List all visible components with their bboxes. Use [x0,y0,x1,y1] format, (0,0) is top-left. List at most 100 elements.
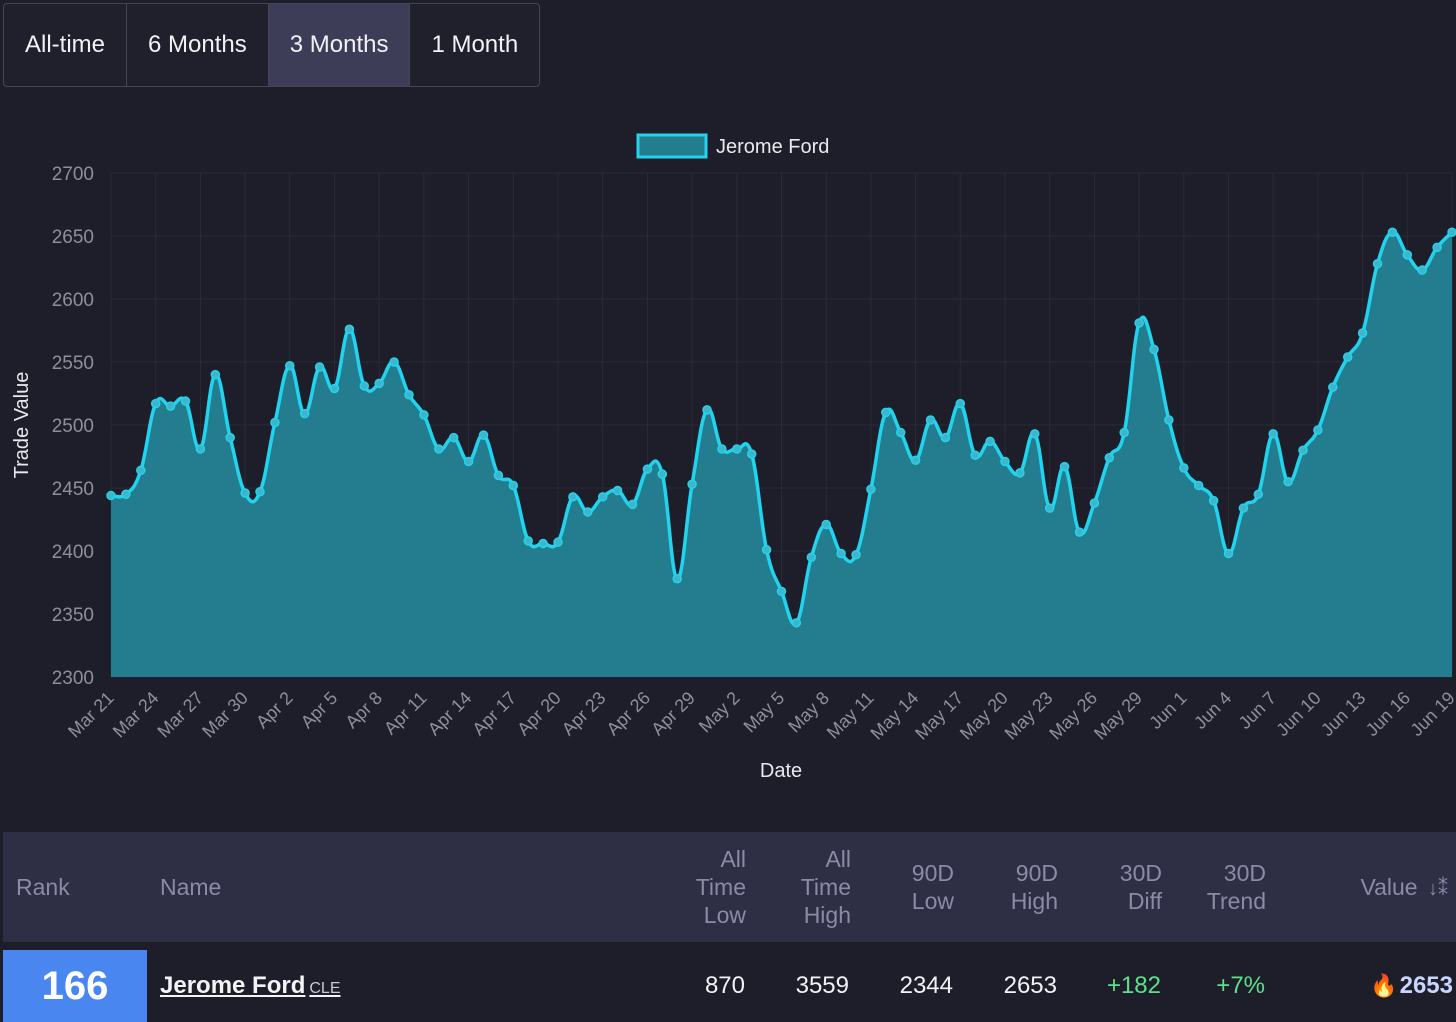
header-atl-line3: Low [703,902,746,928]
cell-30d-trend: +7% [1216,972,1265,999]
header-atl-line1: All [720,846,746,872]
data-point [1149,344,1159,355]
x-tick-label: Apr 2 [252,688,297,733]
tab-1-month[interactable]: 1 Month [431,31,519,58]
x-tick-label: May 17 [911,688,967,744]
data-point [761,544,772,555]
header-all-time-high[interactable]: All Time High [801,845,851,929]
data-point [508,480,519,491]
data-point [1417,265,1427,275]
x-tick-label: May 20 [956,688,1012,744]
header-name[interactable]: Name [160,874,222,900]
x-tick-label: May 2 [695,688,744,737]
header-90d-low[interactable]: 90D Low [912,859,954,915]
data-point [746,449,757,459]
player-name-link[interactable]: Jerome Ford CLE [160,972,341,1000]
header-ath-line1: All [825,846,851,872]
tab-3-months[interactable]: 3 Months [268,4,411,86]
data-point [821,519,831,530]
tab-6-months[interactable]: 6 Months [127,4,269,86]
data-point [150,398,161,409]
y-axis-label: Trade Value [11,372,33,479]
x-tick-label: Apr 5 [297,688,342,733]
y-tick-label: 2500 [52,416,94,437]
data-point [314,362,325,372]
header-30d-diff[interactable]: 30D Diff [1120,859,1162,915]
data-point [597,492,608,502]
data-point [1387,227,1398,237]
header-high90-line1: 90D [1015,860,1058,886]
y-tick-label: 2650 [52,227,94,248]
flame-icon: 🔥 [1370,973,1398,998]
data-point [851,550,861,560]
table-row[interactable]: 166 Jerome Ford CLE 870 3559 2344 2653 +1… [3,950,1456,1022]
data-point [359,381,370,391]
x-tick-label: May 11 [823,688,878,743]
cell-90d-high: 2653 [1003,972,1057,999]
data-point [881,407,891,418]
data-point [448,432,459,443]
x-tick-label: Jun 16 [1362,688,1414,740]
x-tick-label: May 5 [740,688,789,737]
header-all-time-low[interactable]: All Time Low [696,845,746,929]
data-point [434,444,444,454]
data-point [1342,352,1353,362]
data-point [687,479,697,489]
y-tick-label: 2300 [52,668,94,689]
data-point [866,484,876,495]
y-tick-label: 2400 [52,542,94,563]
header-ath-line3: High [803,902,851,928]
header-90d-high[interactable]: 90D High [1011,859,1058,915]
header-high90-line2: High [1010,888,1058,914]
data-point [106,490,116,501]
data-point [836,548,846,559]
x-axis-label: Date [760,760,802,782]
x-tick-label: Mar 27 [153,688,207,742]
data-point [1208,495,1219,506]
header-value-label: Value [1360,874,1418,900]
x-tick-label: Mar 30 [198,688,252,742]
header-30d-trend[interactable]: 30D Trend [1207,859,1266,915]
y-tick-label: 2450 [52,479,94,500]
data-point [389,357,399,367]
data-point [1313,425,1323,435]
data-point [627,499,638,510]
x-tick-label: Mar 24 [109,688,163,742]
cell-all-time-low: 870 [704,972,745,999]
data-point [463,456,474,467]
x-tick-label: Jun 19 [1406,688,1456,740]
data-point [553,537,563,547]
data-point [910,455,921,466]
team-abbr: CLE [309,980,341,997]
data-point [1044,503,1055,513]
header-trend30-line1: 30D [1223,860,1266,886]
header-rank[interactable]: Rank [16,874,70,900]
data-point [1134,318,1144,328]
player-name[interactable]: Jerome Ford [160,972,306,999]
data-point [136,465,146,476]
cell-all-time-high: 3559 [795,972,849,999]
tab-all-time[interactable]: All-time [4,4,128,86]
x-tick-label: Jun 13 [1317,688,1369,740]
area-fill [111,232,1452,677]
data-point [299,408,310,419]
data-point [1179,463,1189,473]
x-tick-label: May 14 [867,688,923,744]
data-point [672,573,682,584]
data-point [1253,489,1264,500]
data-point [985,436,995,447]
header-value[interactable]: Value ↓⁑ [1360,873,1448,903]
data-point [1268,429,1278,439]
data-point [538,538,548,549]
data-point [329,383,340,394]
sort-desc-icon[interactable]: ↓⁑ [1428,878,1448,900]
data-point [180,396,191,406]
data-point [940,432,951,443]
data-point [1402,250,1413,260]
data-point [1164,415,1174,425]
data-point [1283,476,1293,487]
data-point [270,417,280,428]
header-atl-line2: Time [695,874,746,900]
x-tick-label: Jun 10 [1272,688,1324,740]
data-point [121,489,131,500]
